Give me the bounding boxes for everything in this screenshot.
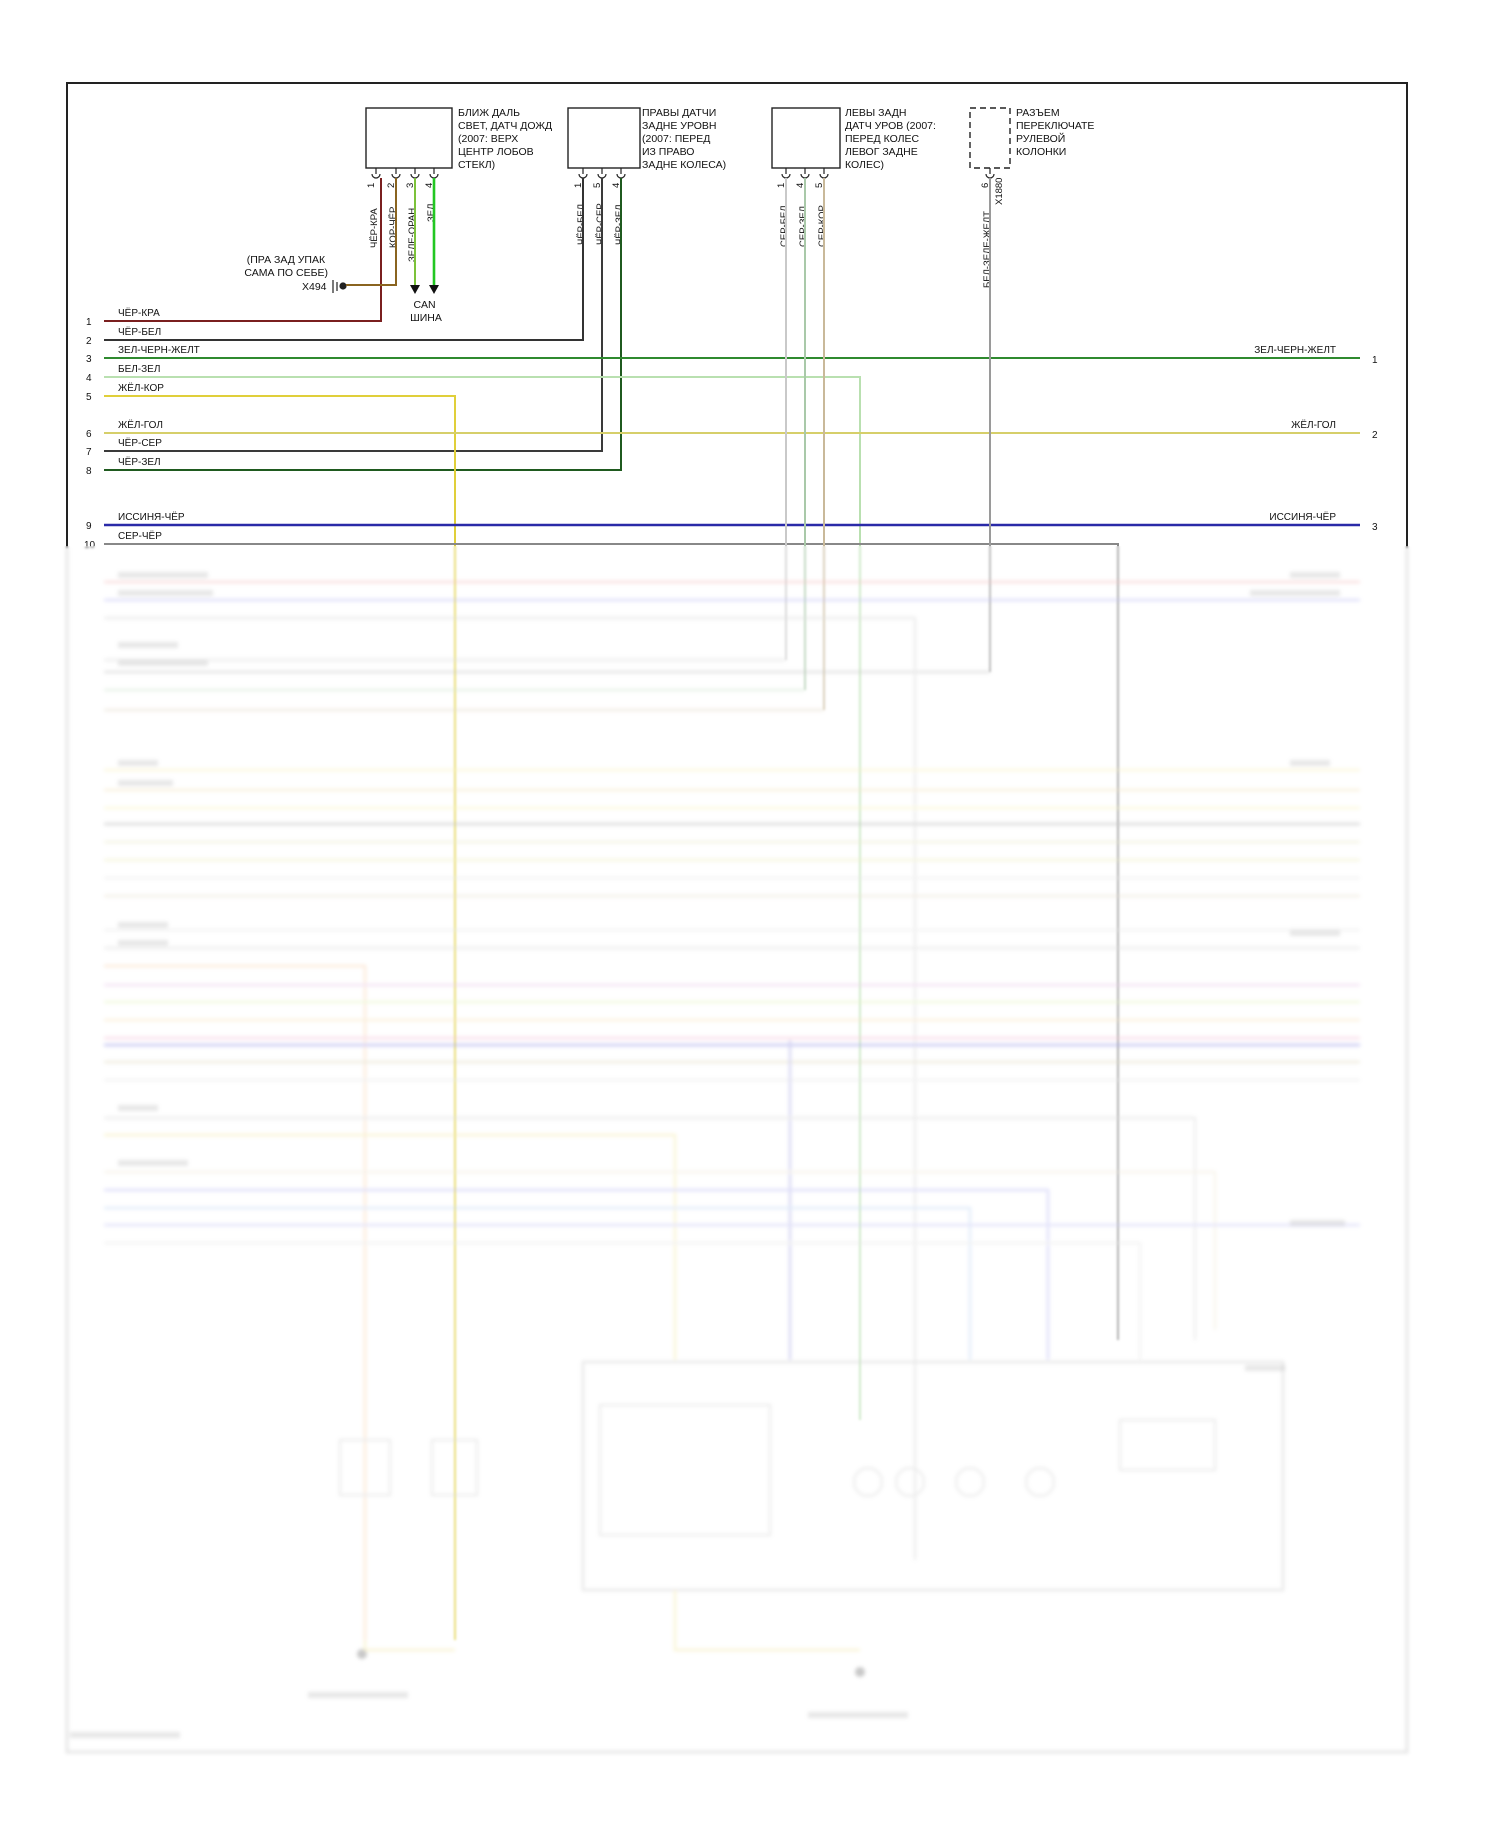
- svg-text:3: 3: [1372, 522, 1378, 533]
- c4-pin-6: 6: [980, 183, 991, 188]
- svg-text:ЗЕЛ-ЧЕРН-ЖЕЛТ: ЗЕЛ-ЧЕРН-ЖЕЛТ: [118, 345, 200, 356]
- c1-pin-1: 1: [366, 183, 377, 188]
- svg-text:ЧЁР-КРА: ЧЁР-КРА: [118, 307, 160, 319]
- svg-text:2: 2: [1372, 430, 1378, 441]
- c2-wire-label-3: ЧЁР-ЗЕЛ: [614, 205, 625, 245]
- svg-text:8: 8: [86, 466, 92, 477]
- svg-text:ЖЁЛ-ГОЛ: ЖЁЛ-ГОЛ: [1291, 419, 1336, 431]
- svg-text:6: 6: [86, 429, 92, 440]
- component-label-4: РАЗЪЕМ ПЕРЕКЛЮЧАТЕ РУЛЕВОЙ КОЛОНКИ: [1016, 107, 1097, 158]
- c2-pin-5: 5: [592, 183, 603, 188]
- c1-wire-label-3: ЗЕЛЕ-ОРАН: [407, 208, 418, 262]
- svg-text:2: 2: [86, 336, 92, 347]
- ground-symbol-icon: [332, 280, 347, 293]
- svg-text:3: 3: [86, 354, 92, 365]
- svg-text:ЖЁЛ-ГОЛ: ЖЁЛ-ГОЛ: [118, 419, 163, 431]
- c3-pin-4: 4: [795, 183, 806, 188]
- blurred-lower-section: [65, 548, 1409, 1754]
- c2-wire-label-2: ЧЁР-СЕР: [595, 203, 606, 245]
- blurred-text-blocks: [70, 572, 1345, 1738]
- svg-text:ЧЁР-ЗЕЛ: ЧЁР-ЗЕЛ: [118, 456, 161, 468]
- component-label-1: БЛИЖ ДАЛЬ СВЕТ, ДАТЧ ДОЖД (2007: ВЕРХ ЦЕ…: [458, 107, 555, 171]
- can-arrow-icons: [410, 285, 439, 294]
- c3-wire-label-1: СЕР-БЕЛ: [779, 205, 790, 247]
- c1-wire-label-2: КОР-ЧЁР: [388, 207, 399, 248]
- svg-text:ЧЁР-БЕЛ: ЧЁР-БЕЛ: [118, 326, 161, 338]
- svg-text:4: 4: [86, 373, 92, 384]
- svg-text:5: 5: [86, 392, 92, 403]
- right-wire-labels: ЗЕЛ-ЧЕРН-ЖЕЛТ 1 ЖЁЛ-ГОЛ 2 ИССИНЯ-ЧЁР 3: [1254, 345, 1378, 533]
- component-label-3: ЛЕВЫ ЗАДН ДАТЧ УРОВ (2007: ПЕРЕД КОЛЕС Л…: [845, 107, 939, 171]
- svg-text:9: 9: [86, 521, 92, 532]
- svg-text:1: 1: [1372, 355, 1378, 366]
- c1-wire-label-1: ЧЁР-КРА: [369, 208, 380, 248]
- ground-label: (ПРА ЗАД УПАК САМА ПО СЕБЕ): [244, 254, 328, 279]
- svg-text:ИССИНЯ-ЧЁР: ИССИНЯ-ЧЁР: [1269, 511, 1336, 523]
- svg-text:7: 7: [86, 447, 92, 458]
- component-box-1: [365, 107, 453, 169]
- c2-wire-label-1: ЧЁР-БЕЛ: [576, 204, 587, 245]
- svg-text:БЕЛ-ЗЕЛ: БЕЛ-ЗЕЛ: [118, 364, 160, 375]
- c1-pin-2: 2: [386, 183, 397, 188]
- c4-wire-label: БЕЛ-ЗЕЛЕ-ЖЕЛТ: [982, 211, 993, 288]
- c4-connector-id: X1880: [994, 178, 1005, 205]
- c2-pin-4: 4: [611, 183, 622, 188]
- c3-wire-label-2: СЕР-ЗЕЛ: [798, 206, 809, 247]
- svg-text:10: 10: [84, 540, 96, 551]
- c3-wire-label-3: СЕР-КОР: [817, 205, 828, 247]
- c3-pin-5: 5: [814, 183, 825, 188]
- can-bus-label: CAN ШИНА: [410, 299, 442, 324]
- c1-wire-label-4: ЗЕЛ: [426, 204, 437, 222]
- component-box-4: [969, 107, 1011, 169]
- c1-pin-4: 4: [424, 183, 435, 188]
- svg-text:СЕР-ЧЁР: СЕР-ЧЁР: [118, 530, 162, 542]
- svg-text:ЖЁЛ-КОР: ЖЁЛ-КОР: [118, 382, 164, 394]
- c3-pin-1: 1: [776, 183, 787, 188]
- c1-pin-3: 3: [405, 183, 416, 188]
- component-label-2: ПРАВЫ ДАТЧИ ЗАДНЕ УРОВН (2007: ПЕРЕД ИЗ …: [642, 107, 726, 171]
- svg-text:ЧЁР-СЕР: ЧЁР-СЕР: [118, 437, 162, 449]
- c2-pin-1: 1: [573, 183, 584, 188]
- svg-text:ИССИНЯ-ЧЁР: ИССИНЯ-ЧЁР: [118, 511, 185, 523]
- component-box-3: [771, 107, 841, 169]
- component-box-2: [567, 107, 641, 169]
- ground-connector-id: X494: [302, 281, 327, 293]
- left-wire-labels: 1 ЧЁР-КРА 2 ЧЁР-БЕЛ 3 ЗЕЛ-ЧЕРН-ЖЕЛТ 4 БЕ…: [84, 307, 200, 551]
- diagram-frame: [66, 82, 1408, 548]
- svg-text:1: 1: [86, 317, 92, 328]
- svg-text:ЗЕЛ-ЧЕРН-ЖЕЛТ: ЗЕЛ-ЧЕРН-ЖЕЛТ: [1254, 345, 1336, 356]
